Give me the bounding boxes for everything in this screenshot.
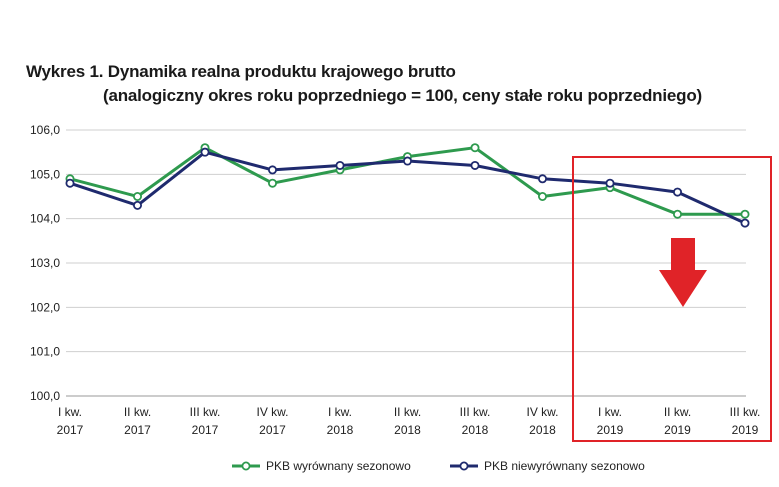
series-2-point bbox=[470, 160, 480, 170]
x-tick-year: 2017 bbox=[57, 423, 84, 437]
y-tick-label: 103,0 bbox=[30, 256, 60, 270]
x-tick-label: I kw. bbox=[58, 405, 82, 419]
chart-subtitle: (analogiczny okres roku poprzedniego = 1… bbox=[103, 86, 702, 105]
x-tick-year: 2019 bbox=[664, 423, 691, 437]
x-tick-label: II kw. bbox=[124, 405, 151, 419]
y-tick-label: 101,0 bbox=[30, 345, 60, 359]
series-2-point bbox=[605, 178, 615, 188]
series-1-point bbox=[538, 191, 548, 201]
x-tick-year: 2017 bbox=[259, 423, 286, 437]
x-tick-label: I kw. bbox=[598, 405, 622, 419]
highlight-annotation bbox=[572, 156, 772, 442]
highlight-box bbox=[572, 156, 772, 442]
chart-title: Wykres 1. Dynamika realna produktu krajo… bbox=[26, 62, 456, 81]
legend-swatch-marker bbox=[459, 461, 469, 471]
series-2-point bbox=[740, 218, 750, 228]
series-2-point bbox=[402, 156, 412, 166]
x-tick-year: 2018 bbox=[327, 423, 354, 437]
x-tick-year: 2018 bbox=[462, 423, 489, 437]
x-tick-year: 2018 bbox=[529, 423, 556, 437]
series-2-point bbox=[673, 187, 683, 197]
series-1-point bbox=[740, 209, 750, 219]
series-2-point bbox=[132, 200, 142, 210]
legend: PKB wyrównany sezonowo PKB niewyrównany s… bbox=[232, 459, 645, 473]
y-axis-ticks: 100,0 101,0 102,0 103,0 104,0 105,0 106,0 bbox=[30, 123, 60, 403]
y-tick-label: 105,0 bbox=[30, 167, 60, 181]
series-2-point bbox=[267, 165, 277, 175]
x-tick-label: I kw. bbox=[328, 405, 352, 419]
x-tick-label: III kw. bbox=[190, 405, 221, 419]
x-tick-label: IV kw. bbox=[256, 405, 288, 419]
series-2-point bbox=[65, 178, 75, 188]
legend-label: PKB wyrównany sezonowo bbox=[266, 459, 411, 473]
x-tick-year: 2019 bbox=[732, 423, 759, 437]
x-tick-label: III kw. bbox=[730, 405, 761, 419]
x-tick-label: II kw. bbox=[394, 405, 421, 419]
series-1-point bbox=[267, 178, 277, 188]
series-2-point bbox=[335, 160, 345, 170]
x-tick-label: II kw. bbox=[664, 405, 691, 419]
x-tick-year: 2017 bbox=[124, 423, 151, 437]
series-lines bbox=[65, 143, 750, 228]
x-tick-year: 2019 bbox=[597, 423, 624, 437]
y-tick-label: 100,0 bbox=[30, 389, 60, 403]
x-tick-label: IV kw. bbox=[526, 405, 558, 419]
x-tick-year: 2018 bbox=[394, 423, 421, 437]
y-tick-label: 104,0 bbox=[30, 212, 60, 226]
x-tick-label: III kw. bbox=[460, 405, 491, 419]
gridlines bbox=[66, 129, 746, 397]
y-tick-label: 106,0 bbox=[30, 123, 60, 137]
y-tick-label: 102,0 bbox=[30, 300, 60, 314]
series-2-point bbox=[538, 174, 548, 184]
legend-label: PKB niewyrównany sezonowo bbox=[484, 459, 645, 473]
legend-swatch-marker bbox=[241, 461, 251, 471]
series-1-point bbox=[132, 191, 142, 201]
series-1-point bbox=[470, 143, 480, 153]
down-arrow-icon bbox=[659, 238, 707, 307]
x-tick-year: 2017 bbox=[192, 423, 219, 437]
series-1-point bbox=[673, 209, 683, 219]
x-axis-ticks: I kw. 2017 II kw. 2017 III kw. 2017 IV kw. 2017… bbox=[57, 405, 761, 437]
series-2-point bbox=[200, 147, 210, 157]
